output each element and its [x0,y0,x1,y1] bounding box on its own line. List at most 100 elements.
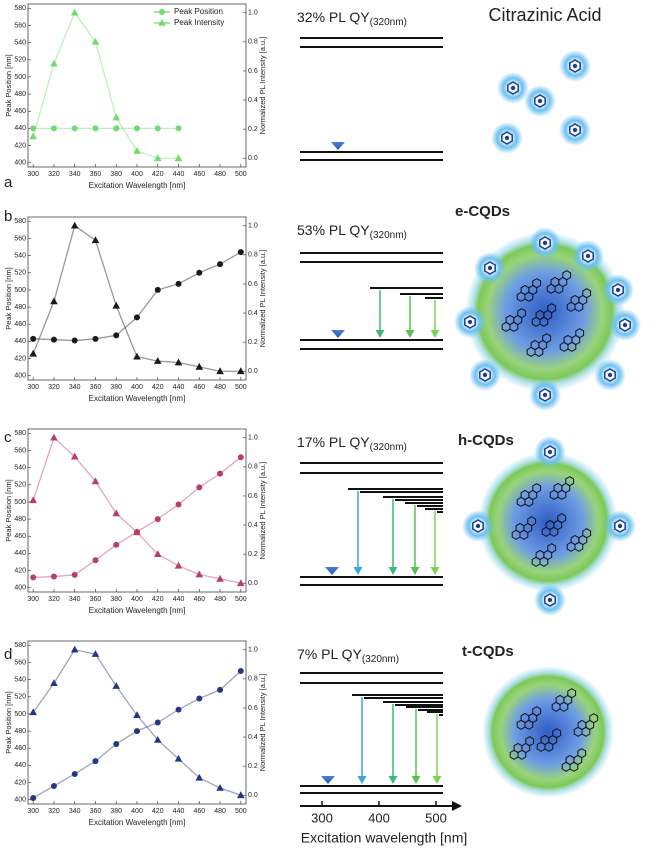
marker-triangle [91,477,100,485]
plot-frame [27,640,247,805]
qy-subscript: (320nm) [370,230,407,241]
qy-subscript: (320nm) [370,17,407,28]
qy-text: 53% PL QY [297,222,370,238]
marker-circle [237,249,244,256]
graphitic-ring [525,736,535,747]
y-tick-label: 560 [14,22,26,29]
graphitic-ring [542,333,552,344]
molecule-core [504,135,510,141]
qy-text: 7% PL QY [297,646,363,662]
molecule-core [547,449,553,455]
marker-triangle [237,791,245,799]
qy-title: 32% PL QY(320nm) [297,9,407,28]
y-tick-label: 500 [14,711,26,718]
energy-axis-tick-label: 500 [425,810,447,825]
marker-triangle [91,37,100,45]
marker-triangle [70,8,79,16]
graphitic-ring [552,728,562,739]
marker-circle [134,728,140,735]
arrow-head [388,776,398,784]
panel-label: b [4,208,12,225]
y2-tick-label: 0.8 [248,252,258,259]
y-tick-label: 500 [14,499,26,506]
marker-circle [113,332,120,339]
qy-subscript: (320nm) [362,654,399,665]
marker-circle [217,686,224,693]
marker-circle [175,125,182,132]
molecule-core [547,597,553,603]
marker-circle [217,261,224,268]
x-tick-label: 440 [173,808,185,815]
graphitic-ring [577,748,587,759]
x-tick-label: 460 [193,808,205,815]
qy-title: 53% PL QY(320nm) [297,222,407,241]
x-tick-label: 460 [193,171,205,178]
marker-circle [237,454,244,461]
x-tick-label: 420 [152,808,164,815]
marker-circle [217,470,224,477]
y2-tick-label: 0.2 [248,339,258,346]
marker-circle [196,695,203,702]
x-axis-label: Excitation Wavelength [nm] [89,181,186,190]
graphitic-ring [536,741,546,752]
marker-triangle [29,496,37,504]
molecule-core [572,63,578,69]
marker-triangle [29,349,37,357]
marker-circle [50,782,57,789]
marker-circle [154,719,161,726]
y2-tick-label: 1.0 [248,223,258,230]
y2-axis-label: Normalized PL Intensity [a.u.] [258,250,267,348]
marker-triangle [50,59,58,67]
marker-triangle [133,352,141,360]
graphitic-ring [557,513,567,524]
x-tick-label: 360 [90,171,102,178]
marker-circle [113,541,120,548]
graphitic-ring [565,476,575,487]
marker-triangle [216,574,224,582]
graphitic-ring [531,316,541,327]
marker-triangle [70,221,79,229]
x-tick-label: 300 [27,171,39,178]
carbon-dot [482,666,614,798]
x-tick-label: 320 [48,808,60,815]
marker-triangle [133,711,141,719]
x-tick-label: 320 [48,171,60,178]
x-tick-label: 400 [131,596,143,603]
graphitic-ring [559,341,569,352]
energy-axis-tick-label: 400 [368,810,390,825]
y-tick-label: 420 [14,779,26,786]
marker-circle [175,706,182,713]
y-tick-label: 520 [14,57,26,64]
y-tick-label: 480 [14,91,26,98]
y2-axis-label: Normalized PL Intensity [a.u.] [258,37,267,135]
molecule-core [622,322,628,328]
graphitic-ring [541,526,551,537]
marker-circle [92,758,99,765]
marker-circle [50,125,57,132]
x-tick-label: 400 [131,171,143,178]
marker-circle [154,516,161,523]
marker-triangle [158,19,166,26]
legend-label: Peak Position [174,7,223,16]
x-tick-label: 500 [235,171,247,178]
graphitic-ring [573,726,583,737]
x-tick-label: 440 [173,171,185,178]
graphitic-ring [532,278,542,289]
molecule-core [542,392,548,398]
x-tick-label: 300 [27,384,39,391]
marker-triangle [133,528,141,536]
x-axis-label: Excitation Wavelength [nm] [89,818,186,827]
y-tick-label: 540 [14,676,26,683]
graphitic-ring [547,303,557,314]
y2-tick-label: 0.0 [248,368,258,375]
x-tick-label: 420 [152,171,164,178]
y-tick-label: 540 [14,252,26,259]
marker-circle [30,794,37,801]
x-tick-label: 440 [173,596,185,603]
y-axis-label: Peak Position [nm] [4,267,13,330]
graphitic-ring [532,706,542,717]
y-tick-label: 520 [14,270,26,277]
graphitic-ring [582,528,592,539]
graphitic-ring [526,346,536,357]
